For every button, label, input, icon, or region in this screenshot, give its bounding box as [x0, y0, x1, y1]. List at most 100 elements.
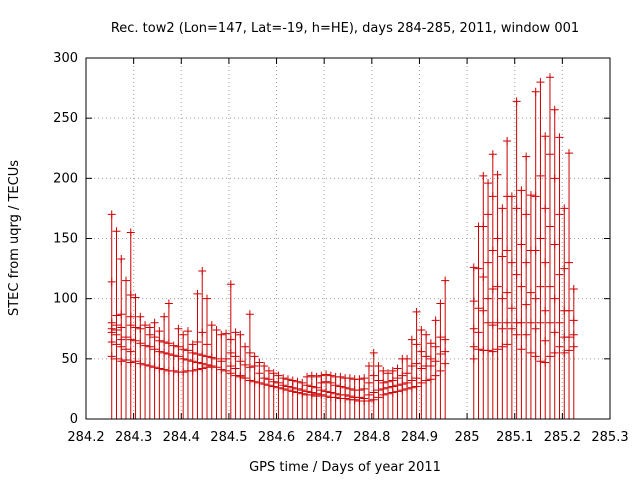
data-point	[555, 342, 564, 351]
data-point	[498, 324, 507, 333]
data-point	[155, 336, 164, 345]
data-point	[298, 389, 307, 398]
data-point	[179, 330, 188, 339]
data-point	[522, 300, 531, 309]
data-point	[545, 318, 554, 327]
data-point	[122, 345, 131, 354]
data-point	[555, 318, 564, 327]
data-point	[426, 362, 435, 371]
data-point	[202, 294, 211, 303]
data-point	[536, 78, 545, 87]
data-point	[136, 324, 145, 333]
data-point	[264, 381, 273, 390]
data-point	[536, 357, 545, 366]
data-point	[193, 337, 202, 346]
data-point	[145, 362, 154, 371]
data-point	[565, 258, 574, 267]
data-point	[436, 366, 445, 375]
y-tick-label: 300	[53, 51, 78, 66]
data-point	[131, 357, 140, 366]
data-point	[426, 354, 435, 363]
data-point	[198, 364, 207, 373]
data-point	[312, 392, 321, 401]
data-point	[522, 330, 531, 339]
data-point	[231, 364, 240, 373]
data-point	[526, 191, 535, 200]
data-point	[160, 365, 169, 374]
y-tick-label: 200	[53, 171, 78, 186]
data-point	[122, 276, 131, 285]
data-point	[545, 73, 554, 82]
data-point	[126, 291, 135, 300]
data-point	[522, 210, 531, 219]
data-point	[150, 363, 159, 372]
data-point	[550, 328, 559, 337]
x-tick-label: 285.1	[496, 430, 533, 445]
data-point	[155, 347, 164, 356]
data-point	[422, 330, 431, 339]
data-point	[426, 375, 435, 384]
data-point	[550, 348, 559, 357]
data-point	[307, 390, 316, 399]
x-tick-label: 284.5	[210, 430, 247, 445]
data-point	[412, 340, 421, 349]
data-point	[569, 342, 578, 351]
data-point	[417, 325, 426, 334]
data-point	[550, 105, 559, 114]
data-point	[545, 282, 554, 291]
data-point	[555, 210, 564, 219]
data-point	[188, 340, 197, 349]
data-point	[369, 371, 378, 380]
data-point	[531, 294, 540, 303]
data-point	[541, 358, 550, 367]
data-point	[422, 376, 431, 385]
data-point	[112, 311, 121, 320]
data-point	[222, 329, 231, 338]
data-point	[412, 359, 421, 368]
data-point	[503, 340, 512, 349]
data-point	[169, 351, 178, 360]
data-point	[136, 359, 145, 368]
data-point	[526, 288, 535, 297]
data-point	[279, 374, 288, 383]
data-point	[112, 340, 121, 349]
data-point	[217, 357, 226, 366]
data-point	[469, 324, 478, 333]
data-point	[250, 362, 259, 371]
data-point	[245, 363, 254, 372]
data-point	[369, 395, 378, 404]
data-point	[245, 310, 254, 319]
data-point	[469, 297, 478, 306]
data-point	[469, 263, 478, 272]
data-point	[526, 348, 535, 357]
data-point	[117, 310, 126, 319]
data-point	[207, 321, 216, 330]
data-point	[555, 270, 564, 279]
data-point	[364, 362, 373, 371]
data-point	[188, 366, 197, 375]
y-tick-label: 50	[61, 352, 78, 367]
data-point	[169, 341, 178, 350]
data-point	[369, 348, 378, 357]
data-point	[174, 352, 183, 361]
data-point	[517, 240, 526, 249]
data-point	[150, 318, 159, 327]
data-point	[241, 374, 250, 383]
data-point	[493, 170, 502, 179]
data-point	[188, 348, 197, 357]
data-point	[136, 339, 145, 348]
data-point	[226, 362, 235, 371]
x-tick-label: 284.7	[306, 430, 343, 445]
data-point	[250, 377, 259, 386]
data-point	[222, 354, 231, 363]
data-point	[407, 362, 416, 371]
data-point	[141, 341, 150, 350]
data-point	[117, 335, 126, 344]
data-point	[117, 254, 126, 263]
data-point	[493, 234, 502, 243]
data-point	[326, 371, 335, 380]
data-point	[541, 306, 550, 315]
data-point	[226, 335, 235, 344]
data-point	[569, 330, 578, 339]
data-point	[412, 374, 421, 383]
